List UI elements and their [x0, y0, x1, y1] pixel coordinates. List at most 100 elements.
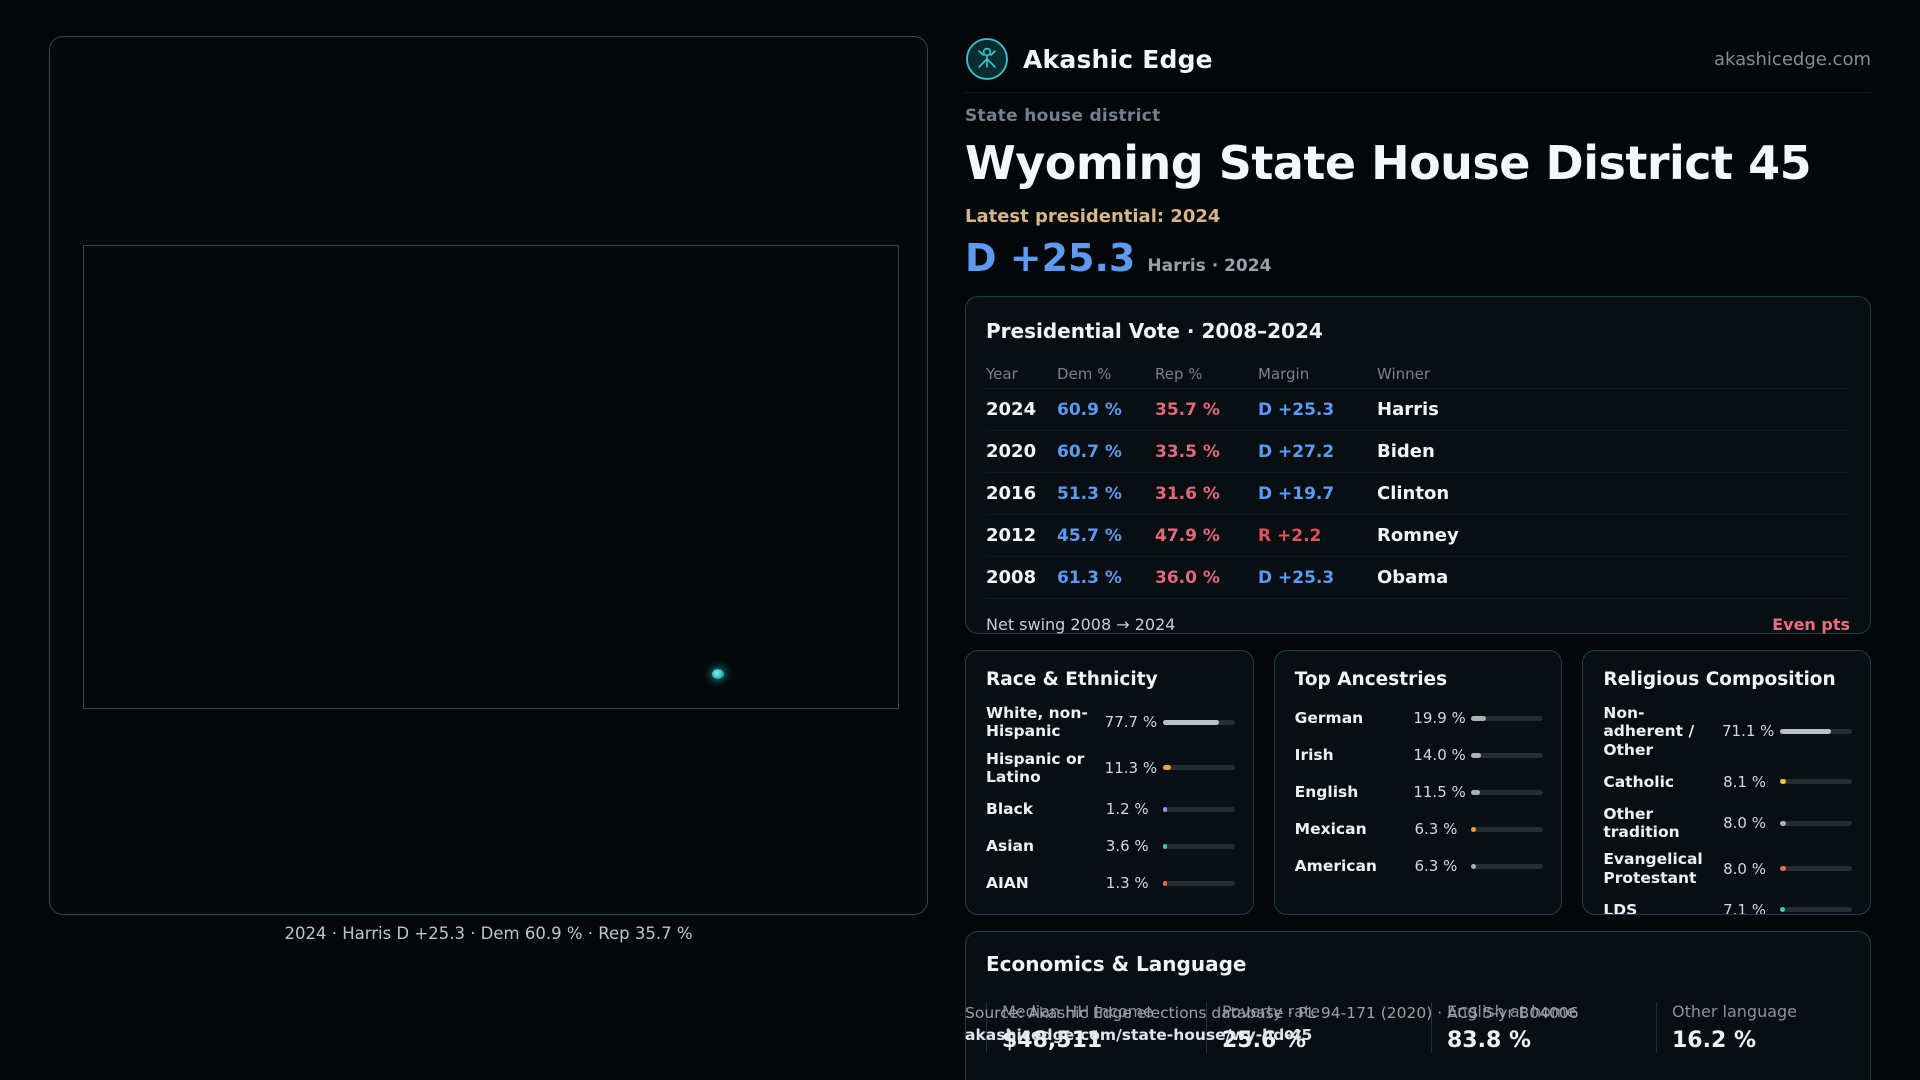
demo-card-title: Race & Ethnicity	[986, 669, 1158, 690]
econ-stat-value: 25.6 %	[1222, 1028, 1306, 1053]
demo-bar-track	[1780, 728, 1853, 734]
economics-stats: Median HH income $48,511 Poverty rate 25.6 …	[986, 1002, 1850, 1053]
cell-margin: R +2.2	[1258, 525, 1322, 546]
cell-dem-pct: 45.7 %	[1057, 525, 1122, 546]
econ-stat-label: English at home	[1447, 1002, 1577, 1021]
cell-rep-pct: 31.6 %	[1155, 483, 1220, 504]
cell-margin: D +25.3	[1258, 567, 1335, 588]
econ-stat-value: 16.2 %	[1672, 1028, 1756, 1053]
demo-bar-track	[1471, 715, 1544, 721]
demo-bar-track	[1162, 719, 1235, 725]
cell-rep-pct: 35.7 %	[1155, 399, 1220, 420]
demo-card-religious-composition: Religious Composition Non-adherent / Othe…	[1582, 650, 1872, 915]
akashic-edge-logo-icon	[965, 37, 1009, 81]
demo-value: 6.3 %	[1414, 820, 1458, 838]
demographics-row: Race & Ethnicity White, non-Hispanic 77.7 …	[965, 650, 1872, 915]
vote-row-2008: 2008 61.3 % 36.0 % D +25.3 Obama	[986, 557, 1850, 599]
econ-stat: Median HH income $48,511	[986, 1002, 1206, 1053]
net-swing-label: Net swing 2008 → 2024	[986, 615, 1176, 634]
cell-winner: Obama	[1377, 567, 1449, 588]
demo-row-item: German 19.9 %	[1295, 704, 1544, 732]
demo-row-item: LDS 7.1 %	[1603, 896, 1853, 915]
demo-label: LDS	[1603, 900, 1638, 915]
cell-margin: D +19.7	[1258, 483, 1335, 504]
cell-rep-pct: 47.9 %	[1155, 525, 1220, 546]
demo-bar-fill	[1471, 826, 1476, 832]
economics-title: Economics & Language	[986, 952, 1247, 976]
net-swing-value: Even pts	[1772, 615, 1850, 634]
demo-row-item: Non-adherent / Other 71.1 %	[1603, 704, 1853, 759]
demo-bar-fill	[1162, 719, 1219, 725]
demo-label: Asian	[986, 836, 1035, 855]
site-domain-link[interactable]: akashicedge.com	[1713, 48, 1871, 70]
cell-winner: Biden	[1377, 441, 1435, 462]
econ-stat-label: Other language	[1672, 1002, 1798, 1021]
vote-row-2024: 2024 60.9 % 35.7 % D +25.3 Harris	[986, 389, 1850, 431]
latest-presidential-label: Latest presidential: 2024	[965, 206, 1221, 227]
page-title: Wyoming State House District 45	[965, 136, 1812, 190]
demo-card-title: Top Ancestries	[1294, 669, 1448, 690]
demo-value: 71.1 %	[1722, 722, 1775, 741]
demo-value: 8.1 %	[1723, 772, 1767, 791]
map-panel	[49, 36, 928, 915]
econ-stat-value: 83.8 %	[1447, 1028, 1531, 1053]
demo-row-item: Evangelical Protestant 8.0 %	[1603, 850, 1853, 887]
demo-bar-fill	[1471, 789, 1480, 795]
cell-winner: Clinton	[1377, 483, 1450, 504]
econ-stat: Other language 16.2 %	[1656, 1002, 1850, 1053]
demo-row-item: Irish 14.0 %	[1295, 741, 1544, 769]
demo-value: 8.0 %	[1723, 859, 1767, 878]
source-line: Source: Akashic Edge elections database …	[965, 1004, 1579, 1022]
demo-card-title: Religious Composition	[1603, 669, 1836, 690]
col-margin: Margin	[1258, 364, 1310, 383]
demo-label: American	[1294, 856, 1377, 875]
demo-value: 7.1 %	[1723, 900, 1767, 915]
wyoming-state-outline	[83, 245, 899, 709]
demo-label: Non-adherent / Other	[1603, 704, 1695, 759]
demo-bar-track	[1780, 820, 1853, 826]
demo-bar-track	[1162, 880, 1235, 886]
vote-row-2020: 2020 60.7 % 33.5 % D +27.2 Biden	[986, 431, 1850, 473]
demo-row-item: White, non-Hispanic 77.7 %	[986, 704, 1235, 741]
demo-bar-track	[1780, 907, 1853, 913]
cell-margin: D +27.2	[1258, 441, 1335, 462]
cell-rep-pct: 33.5 %	[1155, 441, 1220, 462]
cell-dem-pct: 51.3 %	[1057, 483, 1122, 504]
header-divider	[965, 92, 1871, 93]
demo-value: 3.6 %	[1105, 837, 1149, 856]
econ-stat-label: Poverty rate	[1222, 1002, 1321, 1021]
margin-caption: Harris · 2024	[1147, 256, 1272, 276]
demo-bar-fill	[1162, 806, 1167, 812]
headline-margin: D +25.3 Harris · 2024	[965, 236, 1271, 280]
demo-row-item: English 11.5 %	[1295, 778, 1544, 806]
demo-bar-fill	[1471, 863, 1476, 869]
demo-value: 77.7 %	[1104, 713, 1158, 732]
econ-stat: English at home 83.8 %	[1431, 1002, 1656, 1053]
cell-winner: Harris	[1377, 399, 1439, 420]
demo-label: Black	[986, 799, 1034, 818]
permalink[interactable]: akashicedge.com/state-house/wy-hd-45	[965, 1026, 1313, 1044]
demo-bar-track	[1162, 843, 1235, 849]
vote-row-2012: 2012 45.7 % 47.9 % R +2.2 Romney	[986, 515, 1850, 557]
site-header: Akashic Edge akashicedge.com	[965, 36, 1871, 82]
demo-row-item: Asian 3.6 %	[986, 832, 1235, 860]
col-winner: Winner	[1377, 364, 1431, 383]
economics-card: Economics & Language Median HH income $48…	[965, 931, 1871, 1080]
cell-year: 2012	[986, 525, 1037, 546]
demo-label: White, non-Hispanic	[986, 704, 1088, 741]
demo-bar-track	[1780, 866, 1853, 872]
demo-bar-fill	[1780, 907, 1786, 913]
cell-margin: D +25.3	[1258, 399, 1335, 420]
cell-rep-pct: 36.0 %	[1155, 567, 1220, 588]
econ-stat-label: Median HH income	[1002, 1002, 1154, 1021]
demo-row-item: Other tradition 8.0 %	[1603, 805, 1853, 842]
cell-year: 2020	[986, 441, 1037, 462]
district-45-marker[interactable]	[712, 669, 724, 679]
vote-table-footer: Net swing 2008 → 2024 Even pts	[986, 615, 1850, 634]
demo-value: 11.3 %	[1104, 758, 1158, 777]
demo-bar-track	[1471, 789, 1544, 795]
demo-bar-fill	[1471, 752, 1482, 758]
map-caption: 2024 · Harris D +25.3 · Dem 60.9 % · Rep…	[284, 924, 693, 943]
demo-bar-track	[1780, 779, 1853, 785]
